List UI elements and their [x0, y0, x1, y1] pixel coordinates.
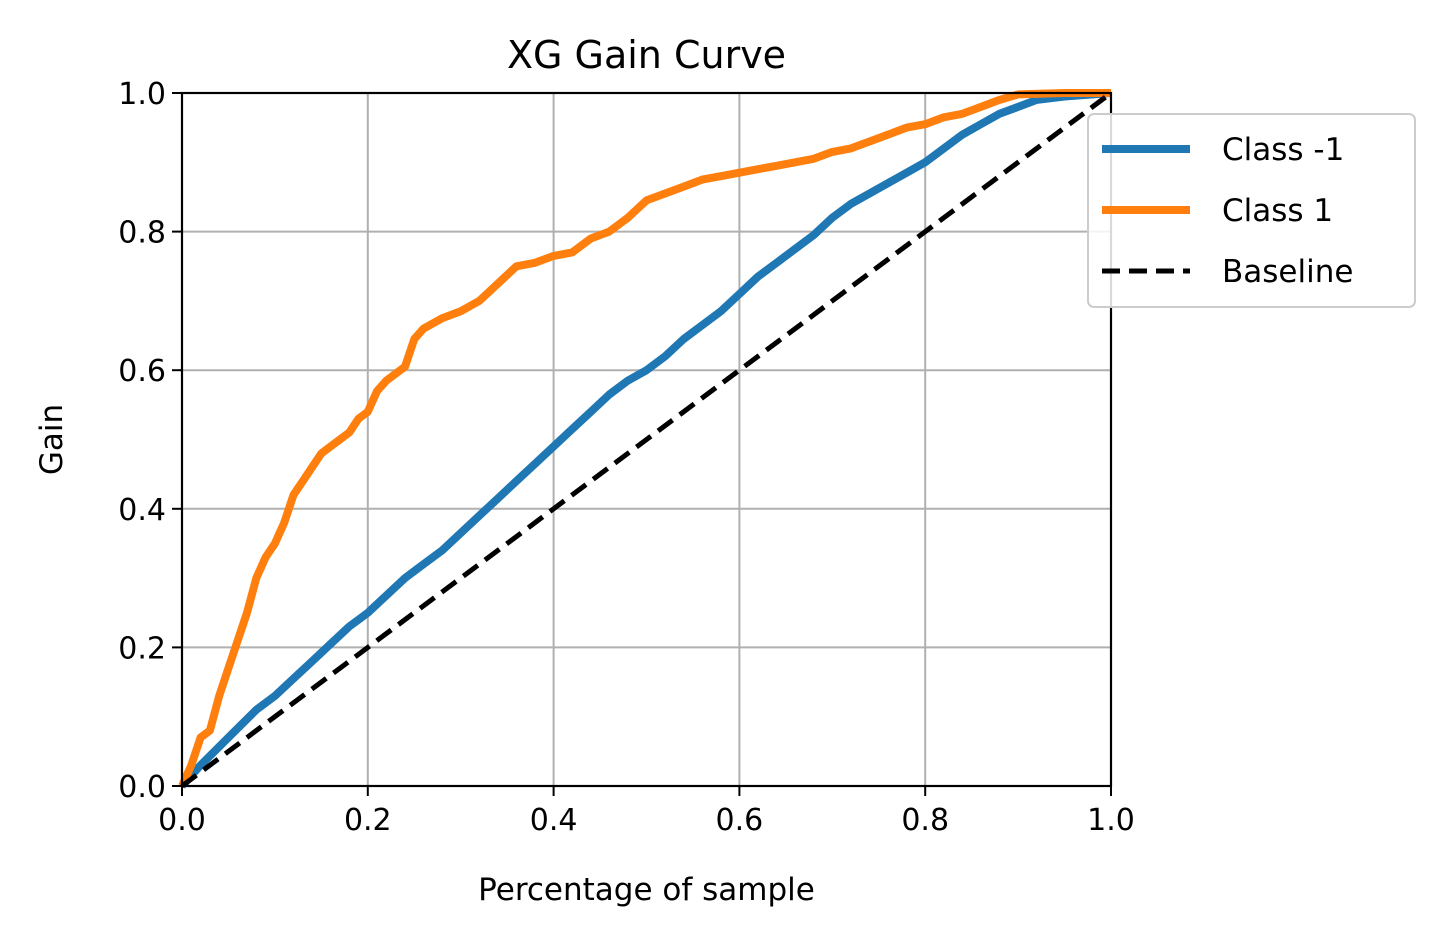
x-tick-label: 0.8: [901, 803, 949, 838]
x-tick-label: 0.6: [716, 803, 764, 838]
x-tick-label: 0.0: [158, 803, 206, 838]
y-tick-label: 1.0: [118, 77, 166, 112]
y-tick-label: 0.4: [118, 493, 166, 528]
series-layer: [178, 89, 1113, 789]
series-line-baseline: [180, 90, 1113, 789]
y-tick-label: 0.6: [118, 354, 166, 389]
axis-ticks: 0.0 0.2 0.4 0.6 0.8 1.0 0.0 0.2 0.4 0.6 0.8 1.0: [118, 77, 1135, 838]
y-tick-label: 0.0: [118, 770, 166, 805]
legend: Class -1 Class 1 Baseline: [1087, 113, 1416, 308]
x-tick-label: 1.0: [1087, 803, 1135, 838]
legend-box: [1087, 113, 1416, 308]
y-axis-label: Gain: [34, 404, 70, 475]
legend-label-baseline: Baseline: [1222, 254, 1353, 290]
x-tick-label: 0.4: [530, 803, 578, 838]
y-tick-label: 0.8: [118, 216, 166, 251]
legend-label-class-1: Class 1: [1222, 193, 1333, 229]
legend-label-class-1: Class -1: [1222, 132, 1344, 168]
y-tick-label: 0.2: [118, 631, 166, 666]
x-tick-label: 0.2: [344, 803, 392, 838]
plot-frame: [180, 91, 1113, 788]
series-line-class-1: [178, 89, 1111, 788]
chart-title: XG Gain Curve: [507, 33, 786, 77]
series-line-class-1: [179, 89, 1112, 789]
x-axis-label: Percentage of sample: [478, 872, 815, 908]
